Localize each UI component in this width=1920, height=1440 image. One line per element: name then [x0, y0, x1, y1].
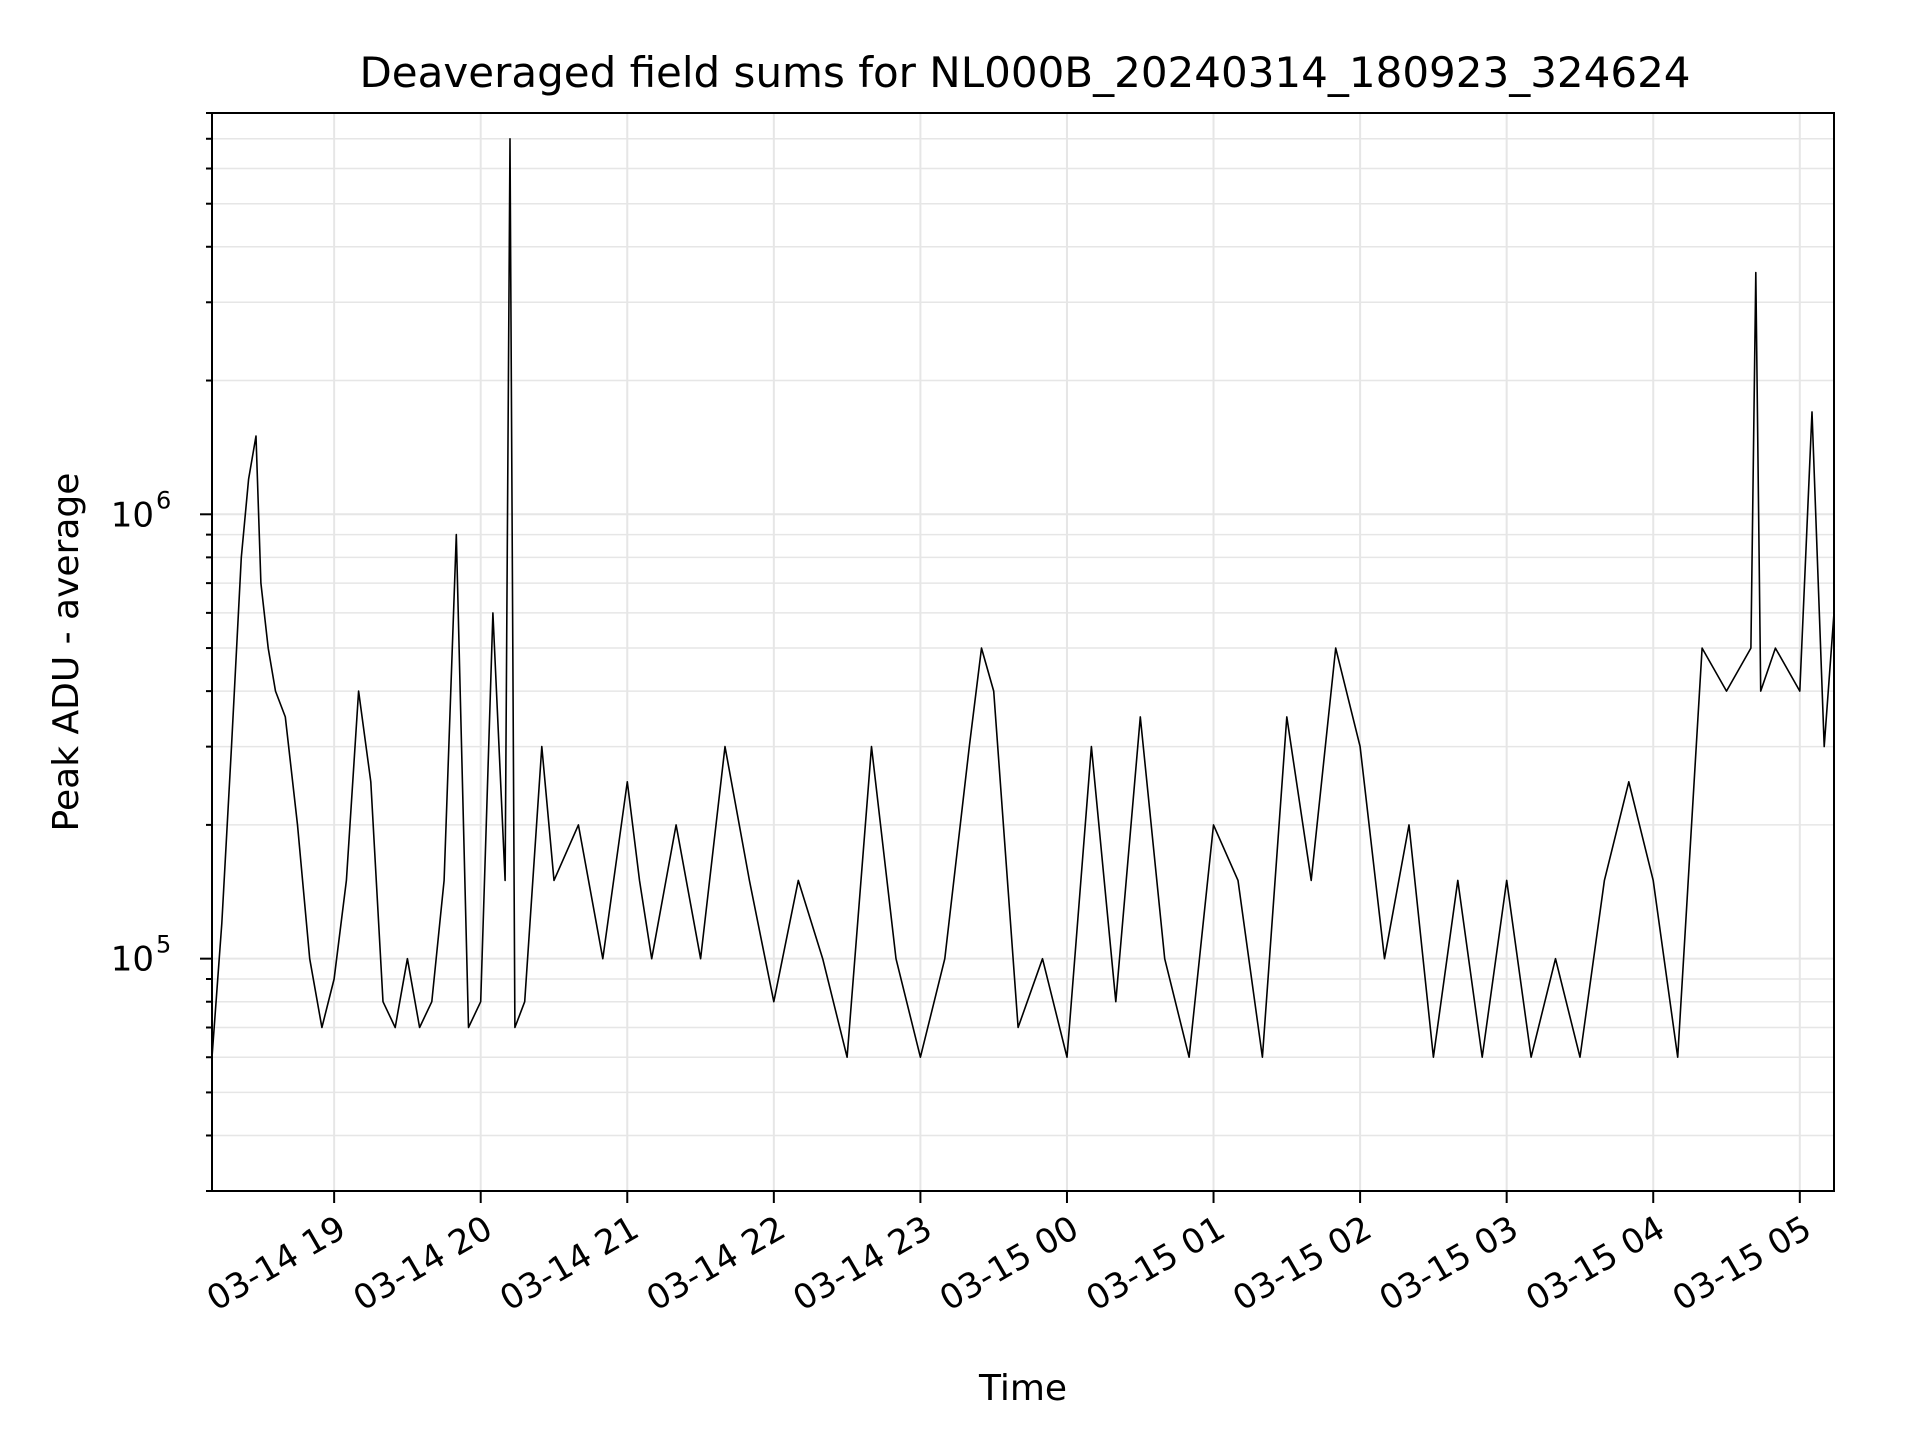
plot-line — [211, 138, 1835, 1058]
plot-frame — [211, 112, 1835, 1192]
x-axis-label: Time — [978, 1368, 1067, 1409]
y-tick-label: 10 — [111, 940, 154, 980]
chart-title: Deaveraged field sums for NL000B_2024031… — [359, 48, 1690, 97]
series-line — [211, 138, 1835, 1058]
y-axis-label: Peak ADU - average — [46, 473, 87, 832]
y-tick-exponent: 5 — [156, 931, 171, 959]
y-tick-exponent: 6 — [156, 486, 171, 514]
y-tick-label: 10 — [111, 495, 154, 535]
